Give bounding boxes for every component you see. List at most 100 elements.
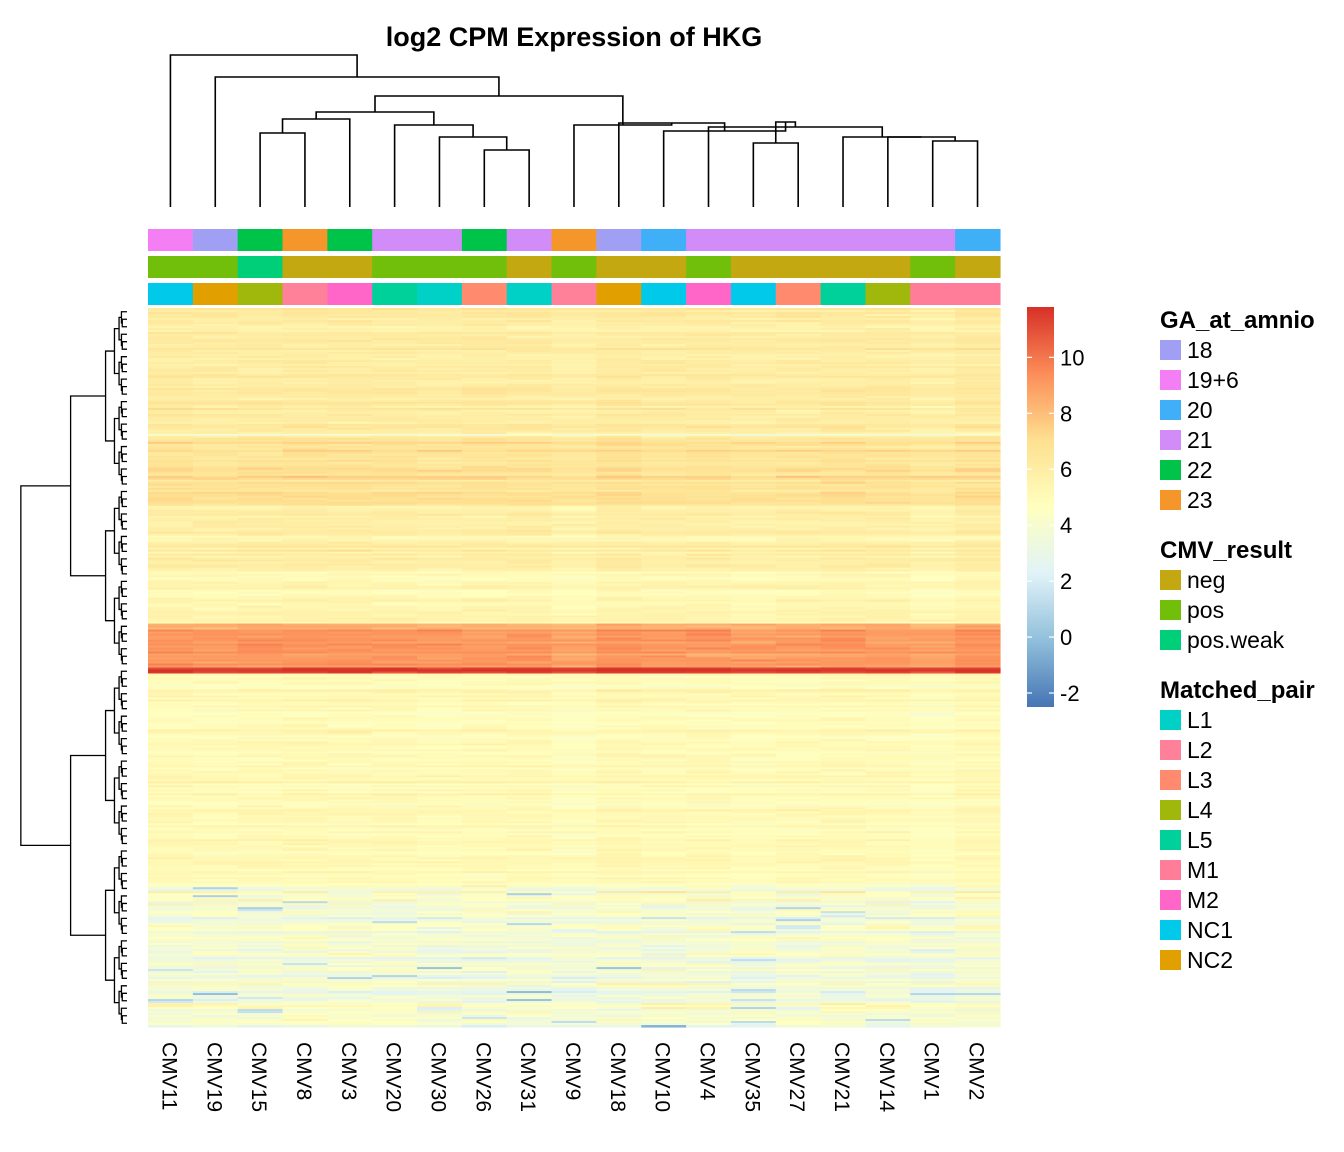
- heatmap-cell: [237, 479, 284, 483]
- heatmap-cell: [955, 493, 1001, 497]
- heatmap-cell: [461, 557, 508, 561]
- heatmap-cell: [596, 489, 642, 493]
- heatmap-cell: [820, 677, 867, 681]
- heatmap-cell: [820, 629, 867, 633]
- heatmap-cell: [237, 495, 284, 499]
- heatmap-cell: [775, 421, 822, 425]
- heatmap-cell: [192, 507, 239, 511]
- heatmap-cell: [596, 311, 642, 315]
- heatmap-cell: [910, 661, 956, 665]
- heatmap-row: [148, 701, 1001, 705]
- heatmap-cell: [910, 413, 956, 417]
- heatmap-cell: [775, 739, 822, 742]
- heatmap-cell: [506, 557, 553, 561]
- heatmap-cell: [865, 591, 911, 595]
- heatmap-cell: [551, 333, 597, 337]
- heatmap-row: [148, 345, 1001, 349]
- heatmap-cell: [730, 647, 777, 651]
- heatmap-cell: [461, 437, 508, 441]
- heatmap-cell: [730, 777, 777, 780]
- heatmap-cell: [820, 351, 867, 355]
- heatmap-cell: [148, 365, 194, 369]
- heatmap-cell: [461, 487, 508, 491]
- heatmap-cell: [237, 319, 284, 323]
- heatmap-cell: [775, 308, 822, 311]
- heatmap-cell: [596, 449, 642, 453]
- heatmap-cell: [596, 621, 642, 625]
- heatmap-row: [148, 409, 1001, 413]
- heatmap-cell: [237, 759, 284, 762]
- heatmap-cell: [237, 593, 284, 597]
- heatmap-cell: [372, 695, 418, 699]
- heatmap-cell: [910, 689, 956, 693]
- heatmap-cell: [417, 697, 463, 701]
- heatmap-cell: [686, 469, 732, 473]
- heatmap-cell: [865, 549, 911, 553]
- heatmap-cell: [955, 763, 1001, 766]
- heatmap-cell: [910, 351, 956, 355]
- heatmap-cell: [955, 631, 1001, 635]
- heatmap-cell: [461, 655, 508, 659]
- heatmap-cell: [192, 765, 239, 768]
- heatmap-cell: [282, 617, 328, 621]
- heatmap-cell: [955, 475, 1001, 479]
- heatmap-cell: [506, 669, 553, 673]
- heatmap-cell: [551, 517, 597, 521]
- heatmap-cell: [686, 425, 732, 429]
- heatmap-cell: [237, 533, 284, 537]
- heatmap-cell: [865, 437, 911, 441]
- heatmap-cell: [417, 463, 463, 467]
- heatmap-cell: [910, 491, 956, 495]
- heatmap-cell: [641, 657, 687, 661]
- heatmap-cell: [192, 675, 239, 679]
- heatmap-cell: [775, 665, 822, 669]
- heatmap-cell: [282, 515, 328, 519]
- heatmap-cell: [910, 623, 956, 627]
- heatmap-cell: [820, 571, 867, 575]
- heatmap-cell: [551, 387, 597, 391]
- heatmap-row: [148, 497, 1001, 501]
- heatmap-cell: [910, 551, 956, 555]
- heatmap-cell: [955, 463, 1001, 467]
- heatmap-cell: [596, 577, 642, 581]
- heatmap-cell: [820, 517, 867, 521]
- heatmap-cell: [506, 343, 553, 347]
- heatmap-cell: [686, 409, 732, 413]
- heatmap-cell: [506, 649, 553, 653]
- heatmap-cell: [417, 451, 463, 455]
- heatmap-cell: [865, 475, 911, 479]
- heatmap-cell: [865, 627, 911, 631]
- heatmap-cell: [955, 477, 1001, 481]
- heatmap-cell: [551, 655, 597, 659]
- heatmap-cell: [282, 675, 328, 679]
- heatmap-cell: [282, 695, 328, 699]
- heatmap-cell: [506, 325, 553, 329]
- annotation-cell: [910, 229, 956, 251]
- heatmap-cell: [148, 419, 194, 423]
- heatmap-cell: [686, 417, 732, 421]
- heatmap-cell: [372, 723, 418, 727]
- heatmap-cell: [327, 467, 373, 471]
- heatmap-cell: [282, 357, 328, 361]
- heatmap-cell: [730, 431, 777, 435]
- heatmap-cell: [551, 709, 597, 713]
- heatmap-cell: [910, 785, 956, 788]
- heatmap-cell: [506, 427, 553, 431]
- heatmap-cell: [820, 451, 867, 455]
- heatmap-cell: [910, 387, 956, 391]
- heatmap-cell: [955, 703, 1001, 707]
- heatmap-cell: [417, 327, 463, 331]
- heatmap-cell: [596, 537, 642, 541]
- heatmap-cell: [955, 657, 1001, 661]
- heatmap-cell: [282, 407, 328, 411]
- heatmap-cell: [910, 555, 956, 559]
- heatmap-cell: [820, 615, 867, 619]
- heatmap-cell: [910, 535, 956, 539]
- heatmap-cell: [506, 595, 553, 599]
- heatmap-cell: [641, 491, 687, 495]
- heatmap-cell: [192, 645, 239, 649]
- heatmap-cell: [910, 357, 956, 361]
- heatmap-cell: [865, 661, 911, 665]
- heatmap-cell: [955, 409, 1001, 413]
- heatmap-cell: [417, 501, 463, 505]
